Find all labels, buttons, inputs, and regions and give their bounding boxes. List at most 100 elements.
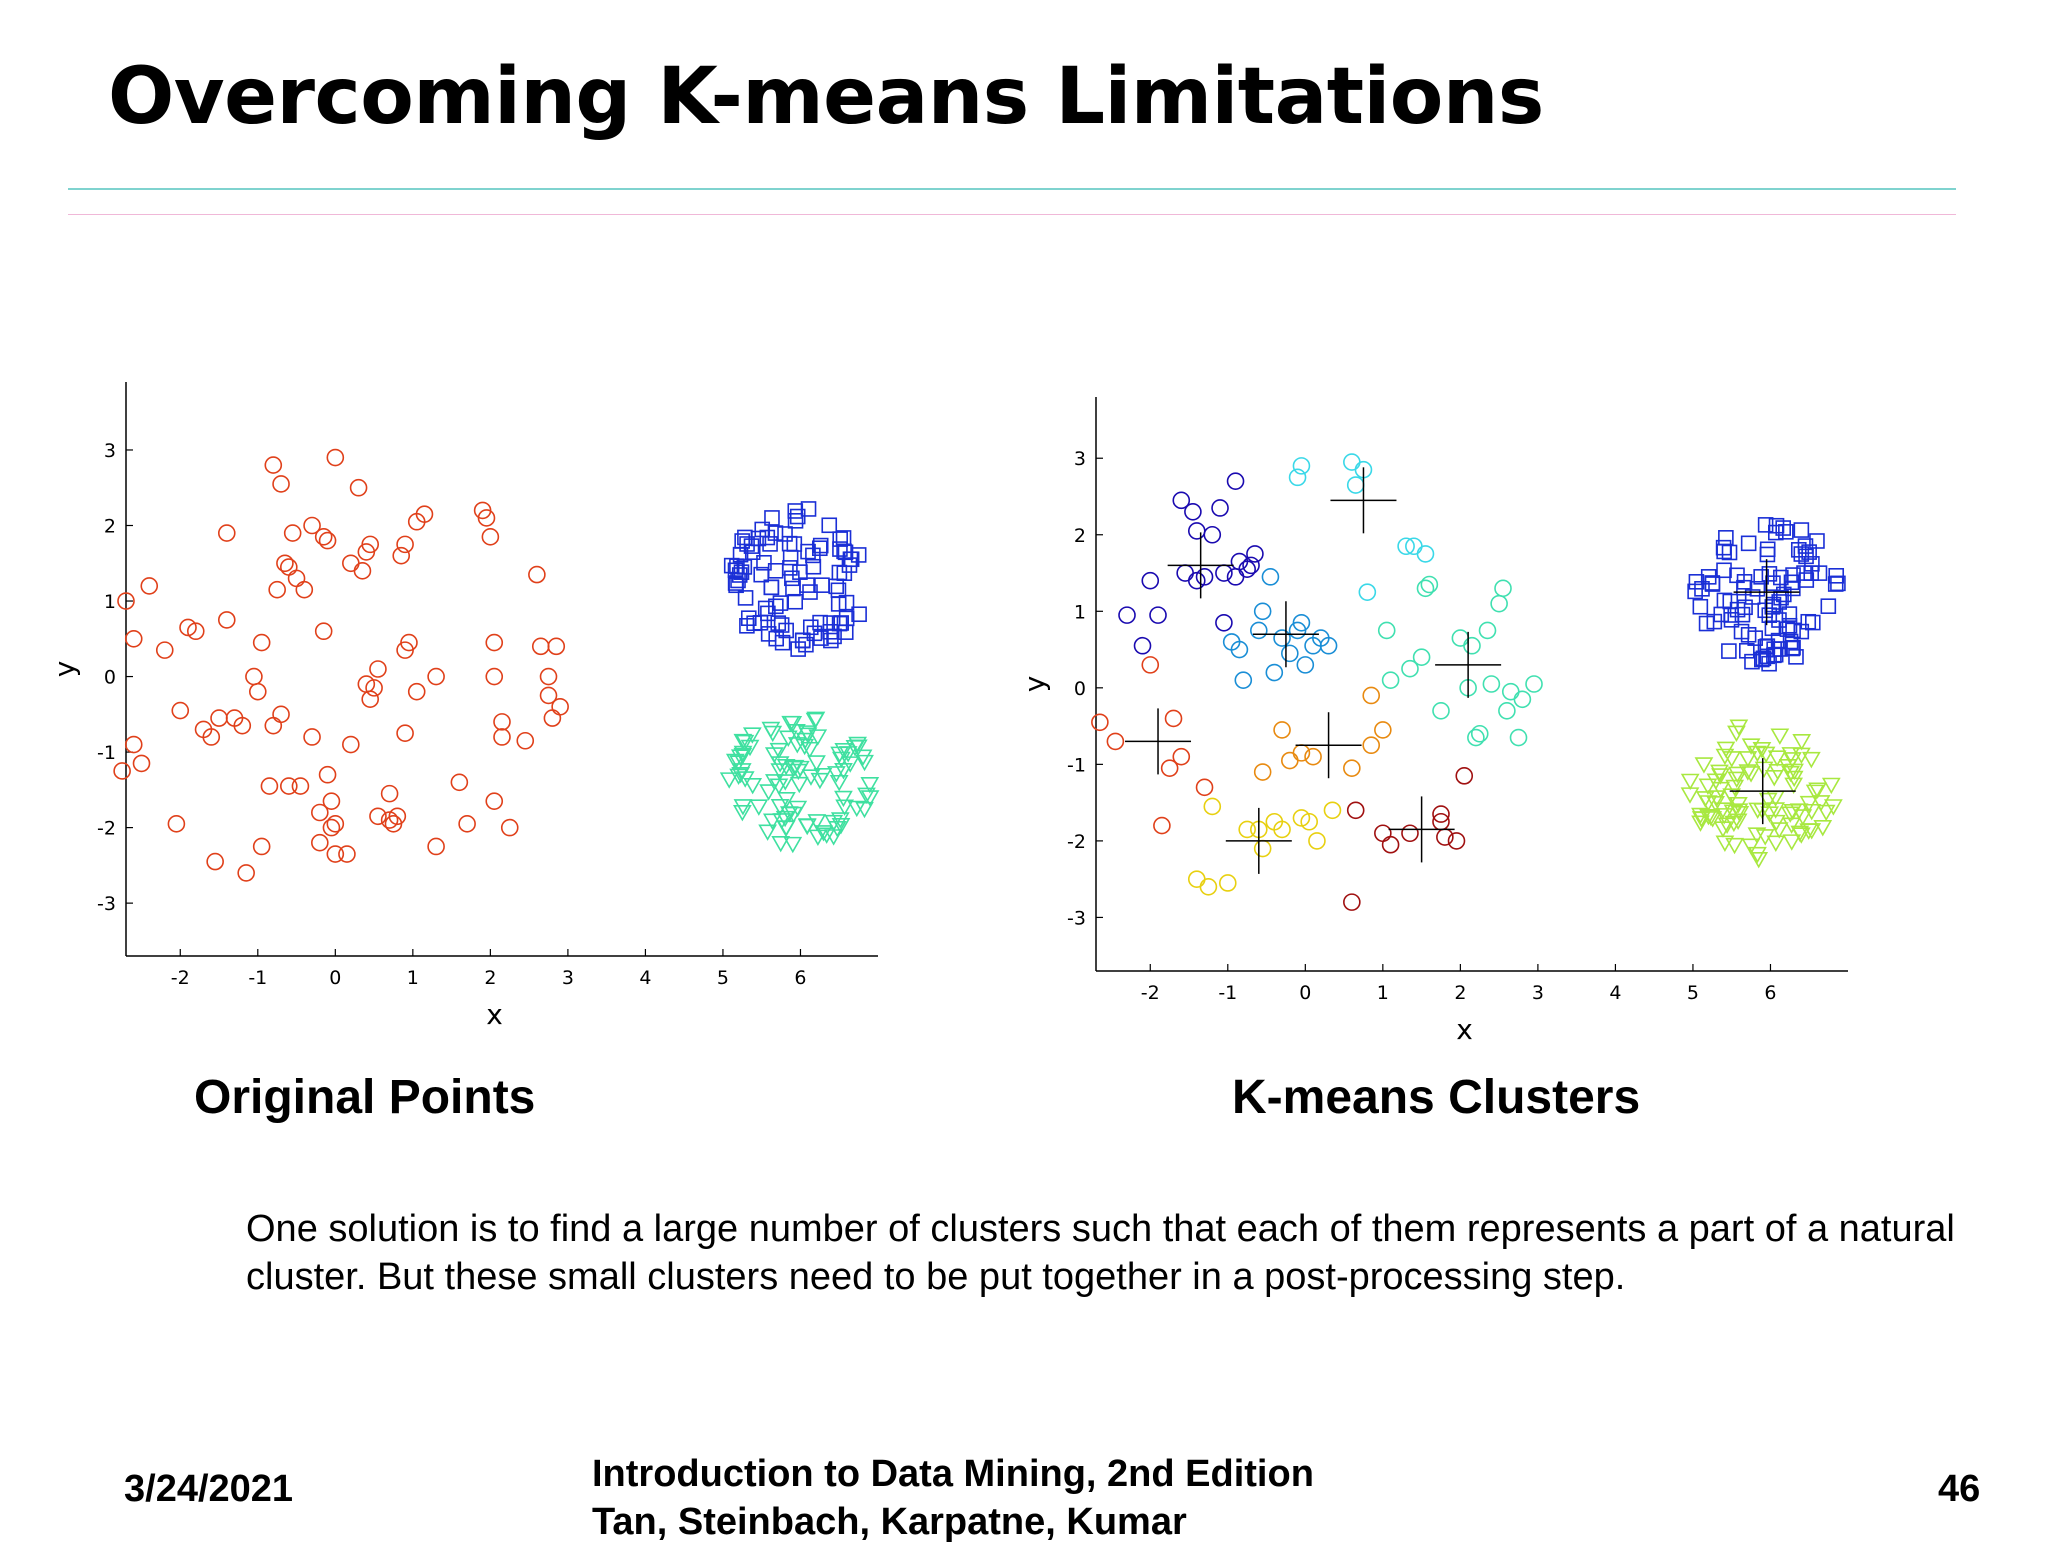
centroid-marker bbox=[1330, 467, 1397, 534]
data-point bbox=[1753, 569, 1769, 585]
data-point bbox=[1319, 636, 1338, 655]
data-point bbox=[1698, 615, 1715, 632]
data-point bbox=[1781, 606, 1798, 622]
data-point bbox=[1470, 724, 1489, 743]
data-point bbox=[735, 734, 755, 752]
data-point bbox=[1797, 538, 1814, 554]
data-point bbox=[245, 667, 263, 686]
original-points-plot: -2 -1 0 1 2 3 4 5 6 -3 -2 -1 0 1 2 3 x y bbox=[48, 382, 880, 1031]
data-point bbox=[1784, 777, 1804, 794]
x-tick-label: 5 bbox=[1687, 982, 1699, 1004]
footer-book-authors: Tan, Steinbach, Karpatne, Kumar bbox=[592, 1501, 1187, 1543]
data-point bbox=[396, 535, 414, 554]
data-point bbox=[1242, 556, 1260, 575]
data-point bbox=[295, 580, 314, 599]
data-point bbox=[1362, 686, 1381, 705]
data-point bbox=[1755, 650, 1772, 667]
series-6 bbox=[1187, 797, 1342, 896]
data-point bbox=[1199, 878, 1218, 896]
data-point bbox=[763, 725, 783, 743]
data-point bbox=[237, 864, 255, 882]
data-point bbox=[1195, 778, 1214, 797]
data-point bbox=[1133, 636, 1152, 655]
y-axis-label: y bbox=[48, 661, 81, 678]
data-point bbox=[1725, 779, 1745, 797]
data-point bbox=[787, 503, 804, 519]
centroid-marker bbox=[1388, 796, 1455, 863]
data-point bbox=[1768, 763, 1788, 781]
data-point bbox=[1141, 571, 1160, 590]
data-point bbox=[821, 517, 838, 534]
data-point bbox=[272, 475, 290, 493]
x-tick-label: -1 bbox=[248, 967, 267, 989]
data-point bbox=[802, 619, 819, 636]
data-point bbox=[342, 735, 360, 754]
x-tick-label: 4 bbox=[1609, 982, 1621, 1004]
data-point bbox=[280, 558, 298, 576]
data-point bbox=[1420, 575, 1439, 594]
data-point bbox=[1494, 579, 1512, 598]
data-point bbox=[834, 742, 854, 760]
data-point bbox=[1788, 649, 1804, 665]
data-point bbox=[731, 567, 748, 583]
data-point bbox=[1711, 781, 1730, 799]
x-tick-label: 1 bbox=[407, 967, 419, 989]
slide-title: Overcoming K-means Limitations bbox=[108, 52, 1544, 142]
data-point bbox=[782, 560, 798, 576]
data-point bbox=[790, 641, 806, 657]
x-axis-label: x bbox=[1456, 1013, 1473, 1046]
data-point bbox=[782, 549, 799, 566]
data-point bbox=[1740, 626, 1757, 643]
series-2 bbox=[1222, 568, 1338, 689]
data-point bbox=[840, 756, 860, 773]
y-tick-label: 0 bbox=[104, 667, 116, 689]
data-point bbox=[1760, 806, 1780, 823]
data-point bbox=[1401, 824, 1419, 843]
data-point bbox=[1447, 832, 1466, 850]
data-point bbox=[1759, 546, 1776, 563]
data-point bbox=[1250, 621, 1268, 640]
data-point bbox=[719, 772, 739, 789]
data-point bbox=[1381, 835, 1400, 854]
data-point bbox=[1734, 606, 1751, 623]
data-point bbox=[400, 633, 418, 652]
data-point bbox=[1796, 565, 1812, 581]
data-point bbox=[264, 716, 283, 735]
data-point bbox=[1716, 562, 1732, 579]
data-point bbox=[789, 508, 806, 525]
data-point bbox=[1764, 620, 1781, 637]
data-point bbox=[322, 818, 341, 837]
data-point bbox=[349, 478, 368, 497]
data-point bbox=[1176, 564, 1194, 582]
series-1 bbox=[1118, 472, 1264, 655]
data-point bbox=[725, 753, 745, 771]
data-point bbox=[1187, 870, 1206, 888]
data-point bbox=[1721, 544, 1738, 561]
data-point bbox=[1253, 839, 1272, 858]
x-tick-label: 4 bbox=[639, 967, 651, 989]
data-point bbox=[1300, 812, 1318, 831]
data-point bbox=[1741, 766, 1761, 783]
data-point bbox=[155, 641, 174, 659]
data-point bbox=[287, 569, 306, 588]
data-point bbox=[764, 510, 780, 526]
data-point bbox=[1703, 811, 1723, 828]
data-point bbox=[733, 733, 753, 751]
data-point bbox=[1261, 568, 1280, 586]
y-tick-label: -2 bbox=[97, 818, 116, 840]
data-point bbox=[1757, 517, 1774, 533]
data-point bbox=[812, 614, 828, 631]
data-point bbox=[1730, 806, 1750, 823]
data-point bbox=[1187, 522, 1206, 540]
data-point bbox=[314, 622, 333, 641]
data-point bbox=[1691, 815, 1710, 832]
data-point bbox=[1343, 759, 1361, 777]
data-point bbox=[1436, 828, 1454, 846]
data-point bbox=[1727, 766, 1747, 784]
data-point bbox=[1226, 568, 1245, 586]
data-point bbox=[1230, 640, 1249, 659]
data-point bbox=[1827, 576, 1844, 592]
x-tick-label: -1 bbox=[1218, 982, 1237, 1004]
data-point bbox=[1711, 768, 1730, 785]
data-point bbox=[732, 804, 752, 822]
